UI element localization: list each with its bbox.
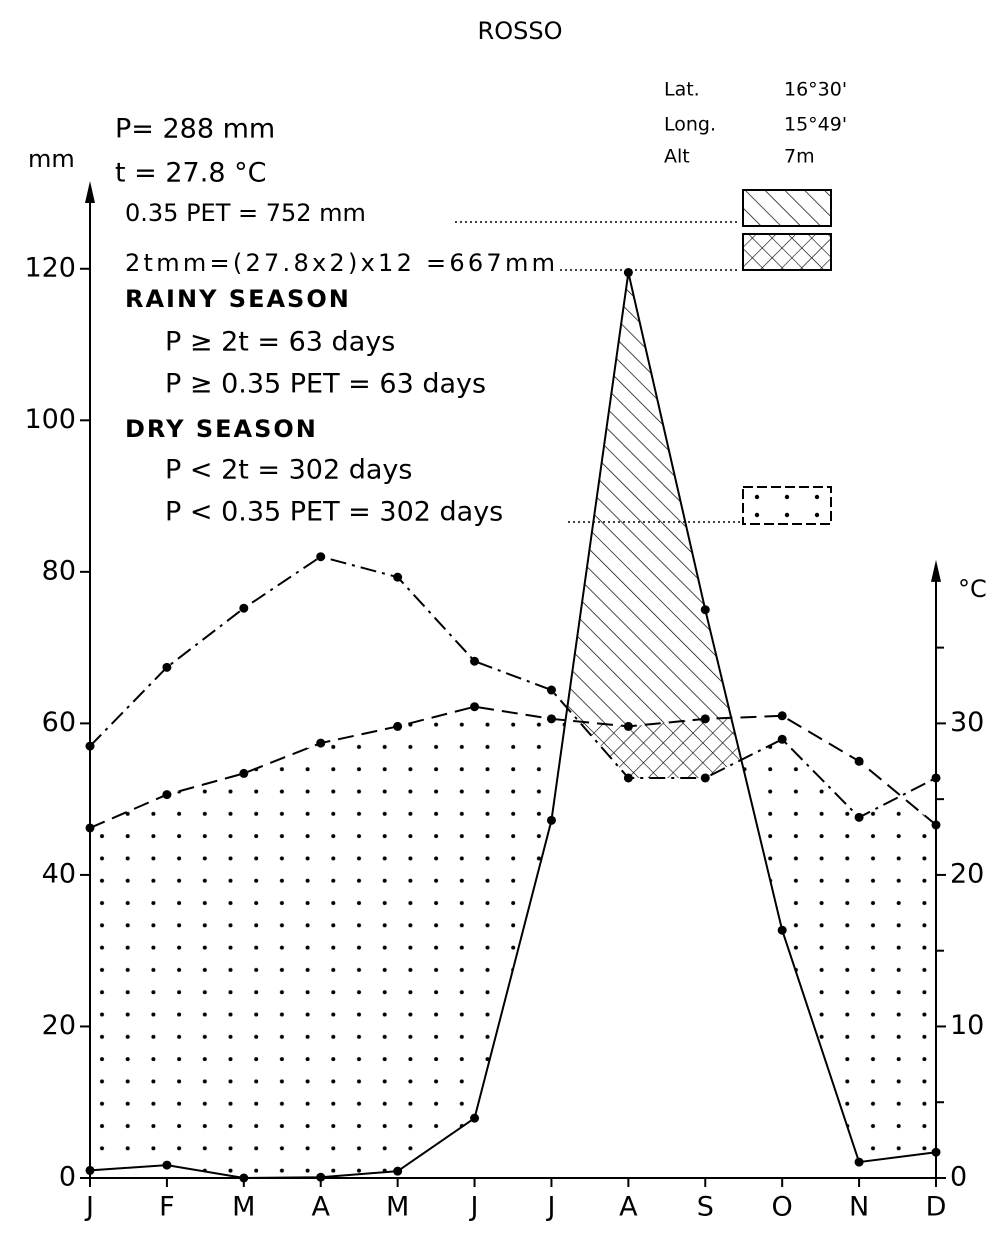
station-label: Lat. [664,79,700,101]
series-point [700,714,710,724]
x-tick-label: M [232,1192,255,1223]
series-point [239,768,249,778]
y-tick-label: 20 [42,1010,76,1041]
series-point [470,702,480,712]
series-point [239,603,249,613]
series-point [623,268,633,278]
series-line [89,272,937,1180]
series-point [316,552,326,562]
annotation: 2tmm=(27.8x2)x12 =667mm [125,249,555,277]
series-line [89,705,937,829]
series-point [777,734,787,744]
station-label: Long. [664,114,716,136]
legend-crosshatch [742,233,832,271]
series-point [85,1165,95,1175]
series-point [777,711,787,721]
annotation: P < 0.35 PET = 302 days [165,497,503,528]
x-tick-label: N [849,1192,869,1223]
annotation: DRY SEASON [125,415,318,443]
legend-dots [742,486,832,525]
x-tick-label: J [469,1192,479,1223]
series-point [162,790,172,800]
x-tick-label: A [619,1192,638,1223]
series-point [393,1166,403,1176]
series-point [316,738,326,748]
series-point [316,1172,326,1182]
series-point [393,572,403,582]
series-point [931,820,941,830]
x-tick-label: F [159,1192,175,1223]
series-point [85,741,95,751]
series-line [89,555,937,819]
y2-tick-label: 30 [950,707,984,738]
y2-tick-label: 20 [950,858,984,889]
series-point [546,815,556,825]
series-point [470,656,480,666]
series-point [931,773,941,783]
x-tick-label: S [697,1192,714,1223]
annotation: P ≥ 2t = 63 days [165,327,395,358]
annotation: RAINY SEASON [125,285,351,313]
x-tick-label: D [926,1192,947,1223]
y-tick-label: 120 [24,252,76,283]
legend-dot-grid [754,494,820,518]
chart-title: ROSSO [478,17,563,45]
station-label: Alt [664,146,690,168]
y2-tick-label: 0 [950,1162,967,1193]
series-point [931,1147,941,1157]
annotation: P= 288 mm [115,114,275,145]
legend-hatch [742,189,832,227]
series-point [777,925,787,935]
series-point [393,721,403,731]
annotation: P ≥ 0.35 PET = 63 days [165,369,486,400]
x-tick-label: M [386,1192,409,1223]
series-point [700,605,710,615]
x-tick-label: A [311,1192,330,1223]
y2-tick-label: 10 [950,1010,984,1041]
series-point [85,823,95,833]
series-point [239,1173,249,1183]
y-tick-label: 40 [42,858,76,889]
series-point [854,812,864,822]
series-point [470,1113,480,1123]
annotation: 0.35 PET = 752 mm [125,199,366,227]
series-point [162,662,172,672]
y-tick-label: 0 [59,1162,76,1193]
y-axis-label: mm [28,145,75,173]
station-value: 16°30' [784,79,847,101]
station-value: 7m [784,146,815,168]
series-point [546,685,556,695]
annotation: P < 2t = 302 days [165,455,412,486]
series-point [700,773,710,783]
y-tick-label: 100 [24,404,76,435]
y-axis-arrow [85,181,95,203]
x-tick-label: O [772,1192,793,1223]
annotation: t = 27.8 °C [115,158,266,189]
station-value: 15°49' [784,114,847,136]
y-tick-label: 80 [42,555,76,586]
series-point [162,1160,172,1170]
y2-axis-arrow [931,559,941,582]
y2-axis-label: °C [958,575,987,603]
x-tick-label: J [545,1192,555,1223]
series-point [623,721,633,731]
series-point [623,773,633,783]
series-point [854,1157,864,1167]
series-point [854,756,864,766]
x-tick-label: J [84,1192,94,1223]
y-tick-label: 60 [42,707,76,738]
series-point [546,714,556,724]
